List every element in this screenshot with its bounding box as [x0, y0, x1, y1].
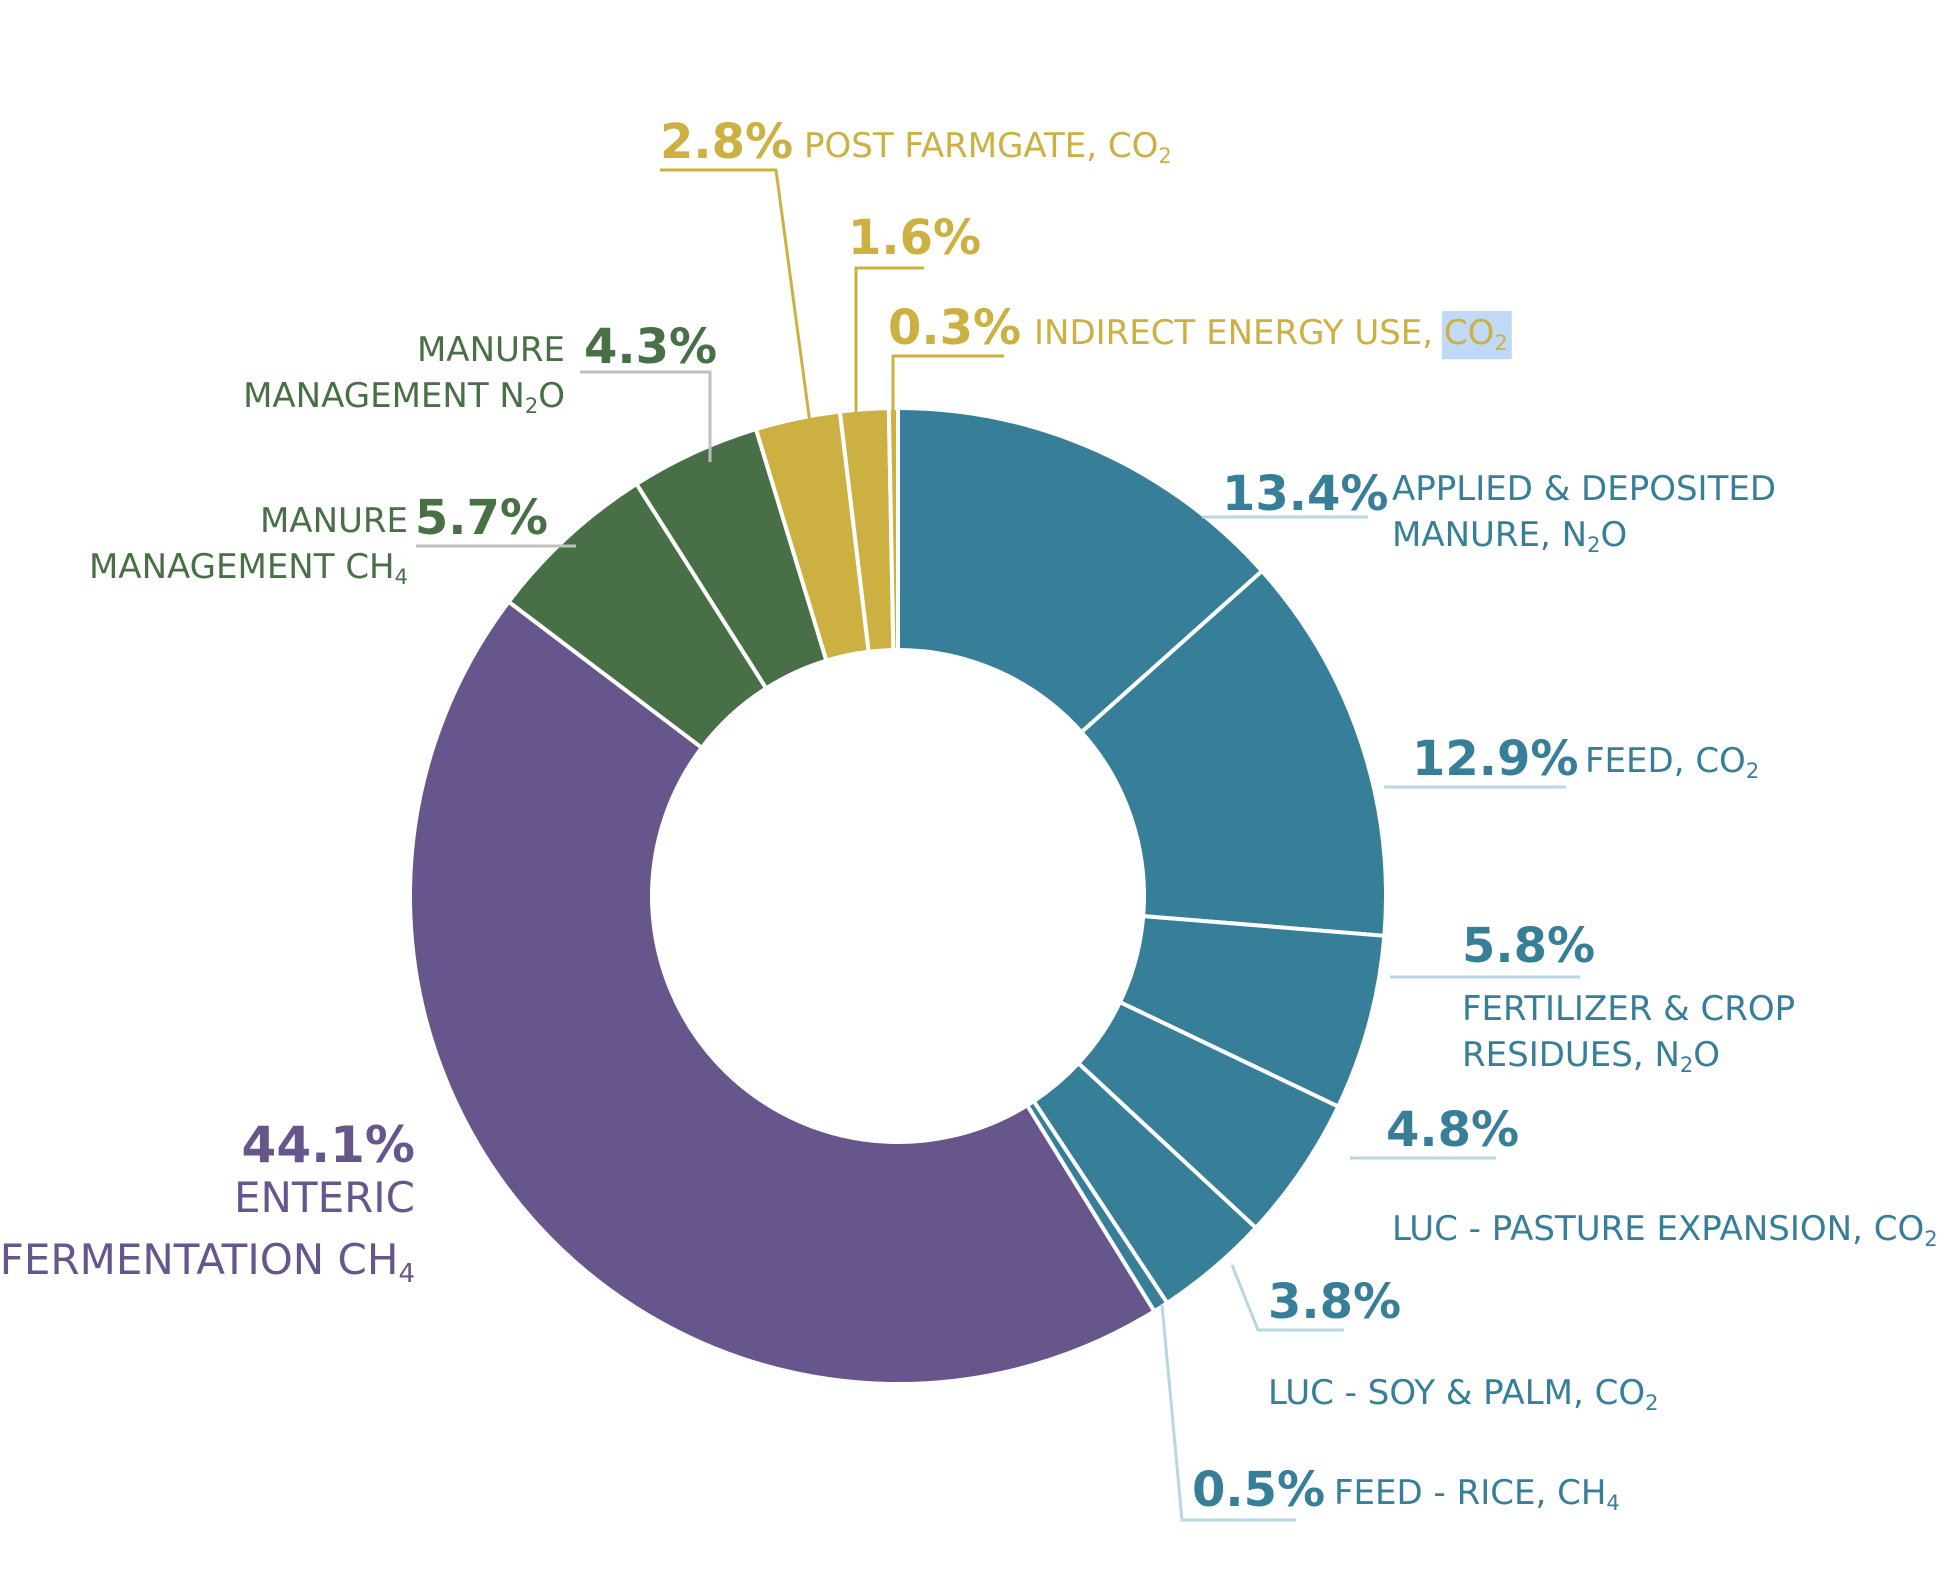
category-label-8-line-1: MANURE [260, 501, 408, 541]
leader-line-5 [1230, 1264, 1344, 1332]
leader-line-11 [854, 266, 924, 430]
percent-label-2: 12.9% [1412, 731, 1579, 787]
percent-label-9: 4.3% [584, 319, 717, 375]
category-label-9-line-2: MANAGEMENT N2O [243, 376, 565, 418]
percent-label-6: 0.5% [1192, 1462, 1325, 1518]
category-label-3-line-2: RESIDUES, N2O [1462, 1035, 1720, 1077]
category-label-7-line-1: ENTERIC [234, 1173, 415, 1222]
category-label-1-line-2: MANURE, N2O [1392, 515, 1627, 557]
category-label-12-line-1: INDIRECT ENERGY USE, CO2 [1034, 313, 1508, 355]
category-label-9-line-1: MANURE [417, 330, 565, 370]
percent-label-10: 2.8% [660, 114, 793, 170]
percent-label-11: 1.6% [848, 210, 981, 266]
donut-slices [408, 406, 1388, 1386]
percent-label-1: 13.4% [1222, 466, 1389, 522]
text-selection-highlight [1441, 311, 1512, 360]
leader-lines [416, 168, 1580, 1522]
percent-label-12: 0.3% [888, 300, 1021, 356]
percent-label-5: 3.8% [1268, 1274, 1401, 1330]
percent-label-3: 5.8% [1462, 918, 1595, 974]
percent-label-8: 5.7% [415, 490, 548, 546]
category-label-8-line-2: MANAGEMENT CH4 [89, 547, 408, 589]
category-label-2-line-1: FEED, CO2 [1585, 741, 1759, 783]
percent-label-7: 44.1% [242, 1116, 415, 1174]
category-label-6-line-1: FEED - RICE, CH4 [1334, 1473, 1620, 1515]
slice-2 [1079, 568, 1388, 938]
category-label-5-line-1: LUC - SOY & PALM, CO2 [1268, 1373, 1659, 1415]
leader-line-10 [660, 168, 814, 439]
category-label-7-line-2: FERMENTATION CH4 [0, 1235, 415, 1289]
leader-line-9 [580, 370, 712, 462]
category-label-3-line-1: FERTILIZER & CROP [1462, 989, 1795, 1029]
slice-labels: 13.4% APPLIED & DEPOSITED MANURE, N2O 12.9%… [0, 114, 1938, 1518]
leader-line-6 [1160, 1304, 1296, 1522]
category-label-1-line-1: APPLIED & DEPOSITED [1392, 469, 1776, 509]
slice-7 [408, 599, 1157, 1386]
category-label-10-line-1: POST FARMGATE, CO2 [804, 126, 1172, 168]
percent-label-4: 4.8% [1386, 1102, 1519, 1158]
category-label-4-line-1: LUC - PASTURE EXPANSION, CO2 [1392, 1209, 1938, 1251]
leader-line-12 [891, 354, 1004, 430]
